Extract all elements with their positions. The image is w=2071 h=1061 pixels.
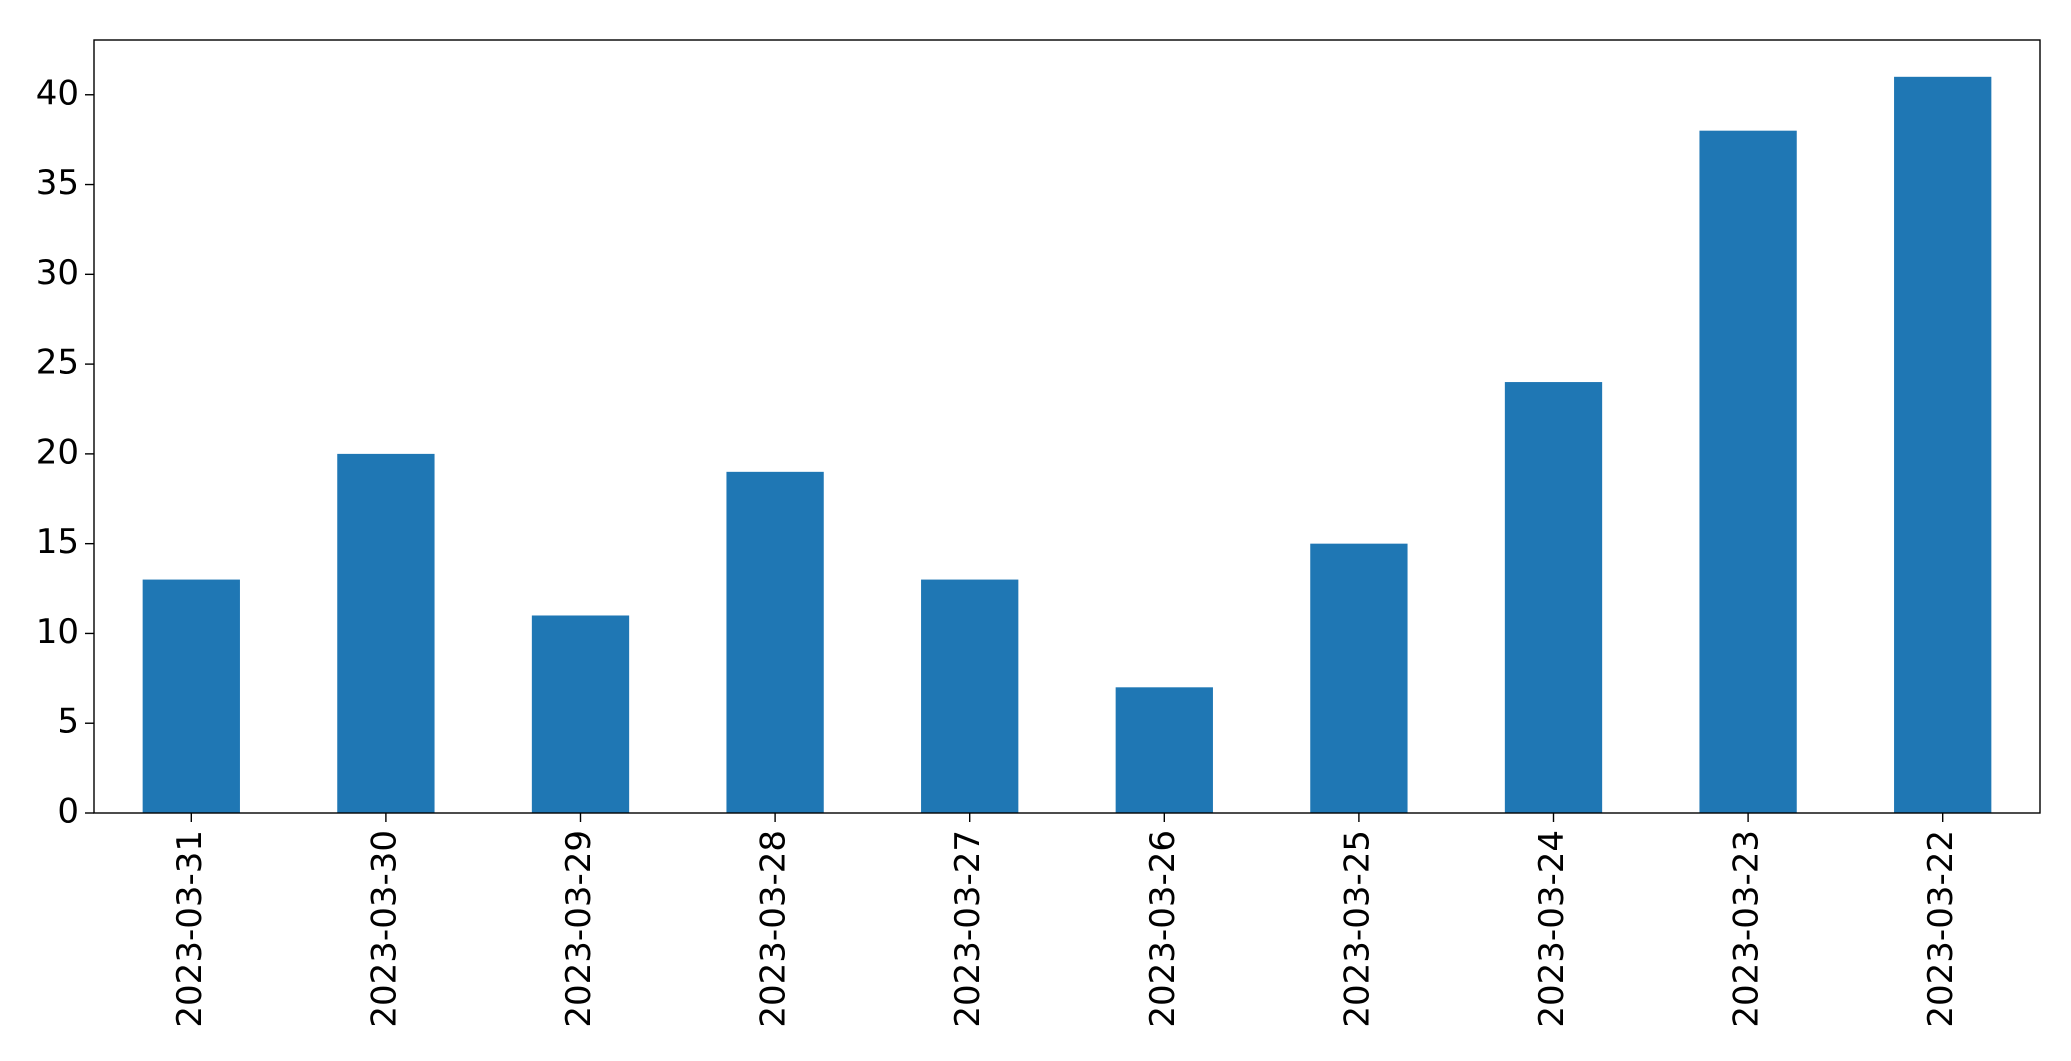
x-tick-label: 2023-03-29: [559, 830, 599, 1028]
x-tick-label: 2023-03-23: [1727, 830, 1767, 1028]
bar-2023-03-30: [337, 453, 435, 813]
y-tick-label: 10: [36, 612, 79, 652]
y-tick-label: 0: [57, 792, 79, 832]
bar-2023-03-22: [1894, 76, 1992, 814]
x-tick-label: 2023-03-25: [1337, 830, 1377, 1028]
bar-2023-03-24: [1504, 382, 1603, 813]
bar-2023-03-31: [142, 579, 240, 813]
bar-2023-03-26: [1115, 687, 1213, 813]
x-tick-label: 2023-03-27: [948, 830, 988, 1028]
x-axis: 2023-03-31 2023-03-30 2023-03-29 2023-03-28…: [170, 813, 1961, 1028]
y-tick-label: 5: [57, 702, 79, 742]
bar-2023-03-29: [531, 615, 630, 813]
plot-frame: [93, 39, 2041, 814]
bar-2023-03-27: [921, 579, 1019, 813]
bar-2023-03-23: [1699, 130, 1797, 813]
x-tick-label: 2023-03-28: [754, 830, 794, 1028]
x-tick-label: 2023-03-26: [1143, 830, 1183, 1028]
y-tick-label: 35: [36, 163, 79, 203]
y-tick-label: 30: [36, 253, 79, 293]
x-tick-label: 2023-03-22: [1921, 830, 1961, 1028]
y-tick-label: 15: [36, 522, 79, 562]
y-tick-label: 40: [36, 73, 79, 113]
y-tick-label: 20: [36, 432, 79, 472]
x-tick-label: 2023-03-30: [364, 830, 404, 1028]
x-tick-label: 2023-03-31: [170, 830, 210, 1028]
y-axis: 0 5 10 15 20 25 30 35 40: [36, 73, 94, 832]
bar-2023-03-28: [726, 471, 824, 813]
y-tick-label: 25: [36, 343, 79, 383]
bar-2023-03-25: [1310, 543, 1408, 813]
x-tick-label: 2023-03-24: [1532, 830, 1572, 1028]
bars-group: [142, 76, 1992, 814]
